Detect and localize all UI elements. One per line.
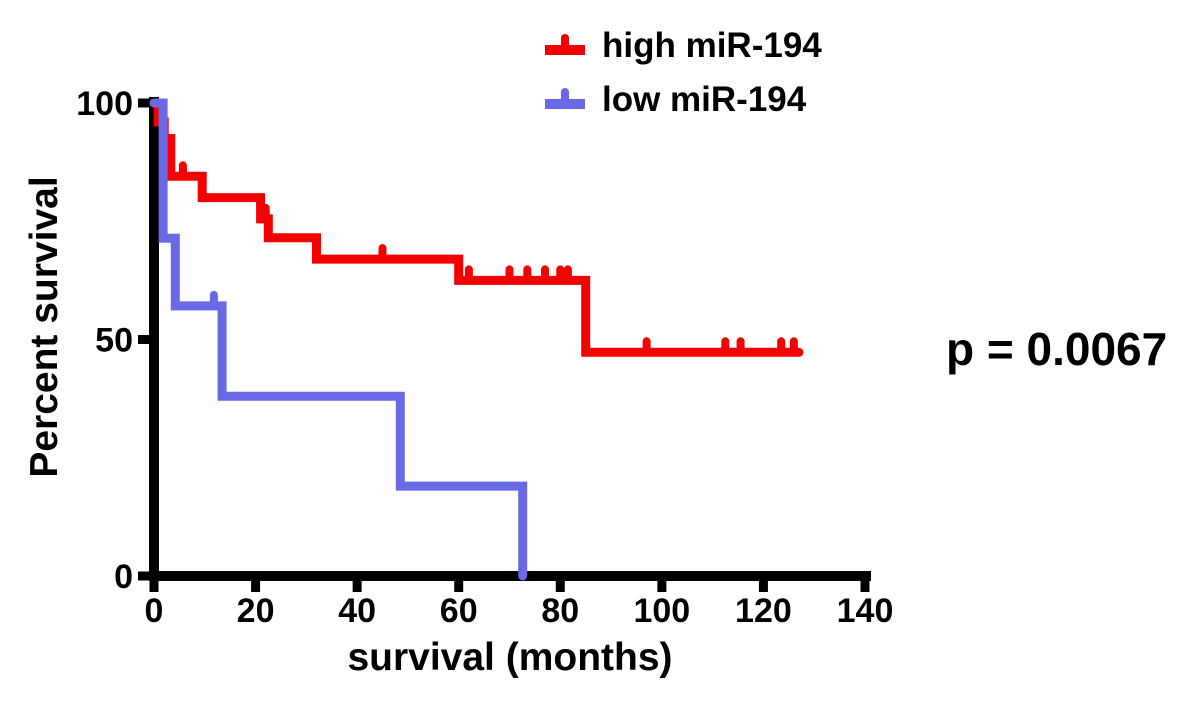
km-censor-marker-icon [545,88,585,109]
x-tick-label: 80 [541,592,579,630]
legend-item-high: high miR-194 [543,18,822,72]
km-curve-high-mir194 [149,98,804,357]
y-tick-label: 0 [114,558,133,596]
legend: high miR-194 low miR-194 [543,18,822,126]
x-tick-label: 100 [633,592,690,630]
x-tick-label: 140 [837,592,894,630]
x-tick-label: 40 [338,592,376,630]
x-tick-label: 0 [145,592,164,630]
km-curve-low-mir194 [149,98,528,581]
x-axis-title: survival (months) [347,636,673,679]
legend-label-high: high miR-194 [602,25,822,65]
x-tick-label: 20 [237,592,275,630]
legend-label-low: low miR-194 [602,79,807,119]
legend-item-low: low miR-194 [543,72,822,126]
y-axis-title: Percent survival [23,176,66,478]
p-value-annotation: p = 0.0067 [946,323,1168,375]
x-tick-label: 60 [440,592,478,630]
y-tick-label: 50 [95,322,133,360]
x-tick-label: 120 [735,592,792,630]
y-tick-label: 100 [76,85,133,123]
km-censor-marker-icon [545,34,585,55]
